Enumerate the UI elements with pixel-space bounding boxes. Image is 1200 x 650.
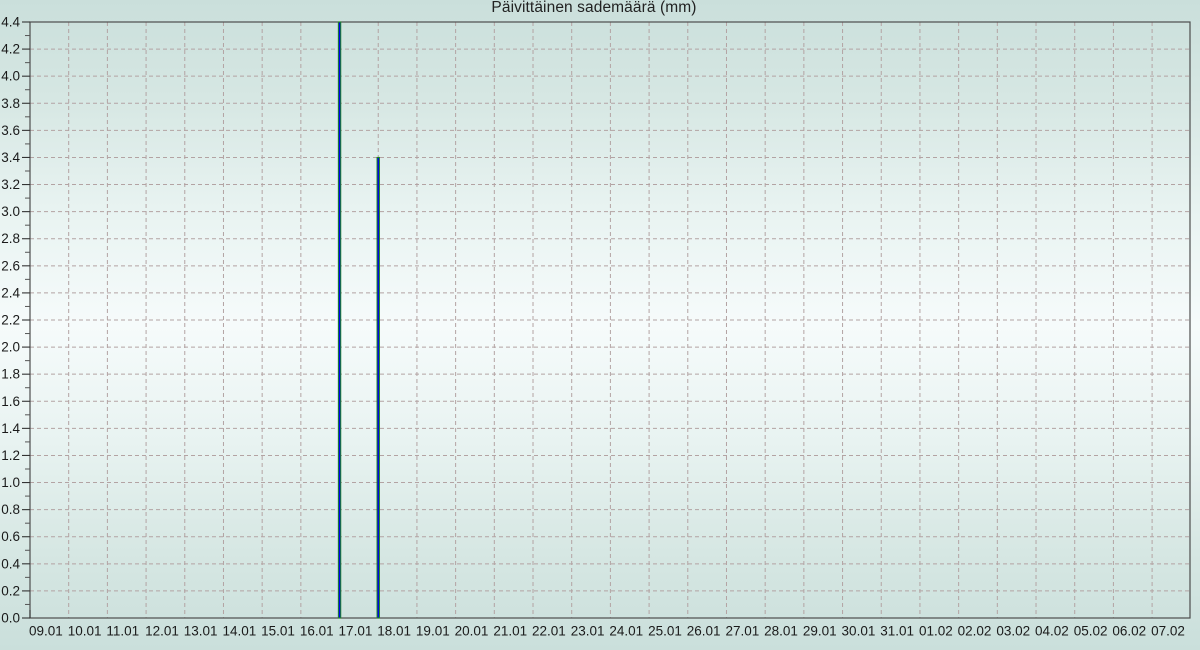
svg-text:3.6: 3.6 bbox=[1, 123, 20, 138]
svg-text:3.8: 3.8 bbox=[1, 96, 20, 111]
svg-text:0.0: 0.0 bbox=[1, 611, 20, 626]
svg-text:21.01: 21.01 bbox=[493, 624, 527, 639]
svg-text:09.01: 09.01 bbox=[29, 624, 63, 639]
svg-text:3.0: 3.0 bbox=[1, 204, 20, 219]
svg-text:11.01: 11.01 bbox=[106, 624, 139, 639]
svg-text:17.01: 17.01 bbox=[339, 624, 373, 639]
svg-text:28.01: 28.01 bbox=[764, 624, 798, 639]
svg-text:0.2: 0.2 bbox=[1, 583, 20, 598]
svg-text:2.4: 2.4 bbox=[1, 285, 20, 300]
svg-text:1.8: 1.8 bbox=[1, 367, 20, 382]
svg-text:19.01: 19.01 bbox=[416, 624, 450, 639]
svg-text:4.0: 4.0 bbox=[1, 69, 20, 84]
svg-text:01.02: 01.02 bbox=[919, 624, 953, 639]
svg-text:1.0: 1.0 bbox=[1, 475, 20, 490]
svg-text:2.0: 2.0 bbox=[1, 340, 20, 355]
svg-text:25.01: 25.01 bbox=[648, 624, 682, 639]
svg-text:27.01: 27.01 bbox=[725, 624, 759, 639]
svg-text:06.02: 06.02 bbox=[1112, 624, 1146, 639]
svg-text:2.8: 2.8 bbox=[1, 231, 20, 246]
svg-text:29.01: 29.01 bbox=[803, 624, 837, 639]
svg-text:23.01: 23.01 bbox=[571, 624, 605, 639]
svg-text:2.6: 2.6 bbox=[1, 258, 20, 273]
svg-text:0.8: 0.8 bbox=[1, 502, 20, 517]
svg-text:26.01: 26.01 bbox=[687, 624, 721, 639]
svg-text:10.01: 10.01 bbox=[68, 624, 102, 639]
svg-text:15.01: 15.01 bbox=[261, 624, 295, 639]
svg-text:30.01: 30.01 bbox=[842, 624, 876, 639]
svg-text:22.01: 22.01 bbox=[532, 624, 566, 639]
svg-text:4.2: 4.2 bbox=[1, 42, 20, 57]
svg-text:1.4: 1.4 bbox=[1, 421, 20, 436]
svg-text:3.2: 3.2 bbox=[1, 177, 20, 192]
svg-text:05.02: 05.02 bbox=[1074, 624, 1108, 639]
svg-text:07.02: 07.02 bbox=[1151, 624, 1185, 639]
svg-text:3.4: 3.4 bbox=[1, 150, 20, 165]
svg-text:0.4: 0.4 bbox=[1, 556, 20, 571]
svg-text:13.01: 13.01 bbox=[184, 624, 218, 639]
svg-text:18.01: 18.01 bbox=[377, 624, 411, 639]
svg-text:20.01: 20.01 bbox=[455, 624, 489, 639]
svg-text:31.01: 31.01 bbox=[880, 624, 914, 639]
svg-text:16.01: 16.01 bbox=[300, 624, 334, 639]
svg-text:4.4: 4.4 bbox=[1, 15, 20, 30]
svg-text:12.01: 12.01 bbox=[145, 624, 179, 639]
svg-text:0.6: 0.6 bbox=[1, 529, 20, 544]
svg-text:2.2: 2.2 bbox=[1, 313, 20, 328]
svg-text:02.02: 02.02 bbox=[958, 624, 992, 639]
svg-text:1.6: 1.6 bbox=[1, 394, 20, 409]
svg-text:14.01: 14.01 bbox=[222, 624, 256, 639]
svg-text:1.2: 1.2 bbox=[1, 448, 20, 463]
svg-text:03.02: 03.02 bbox=[996, 624, 1030, 639]
svg-text:24.01: 24.01 bbox=[609, 624, 643, 639]
svg-text:04.02: 04.02 bbox=[1035, 624, 1069, 639]
